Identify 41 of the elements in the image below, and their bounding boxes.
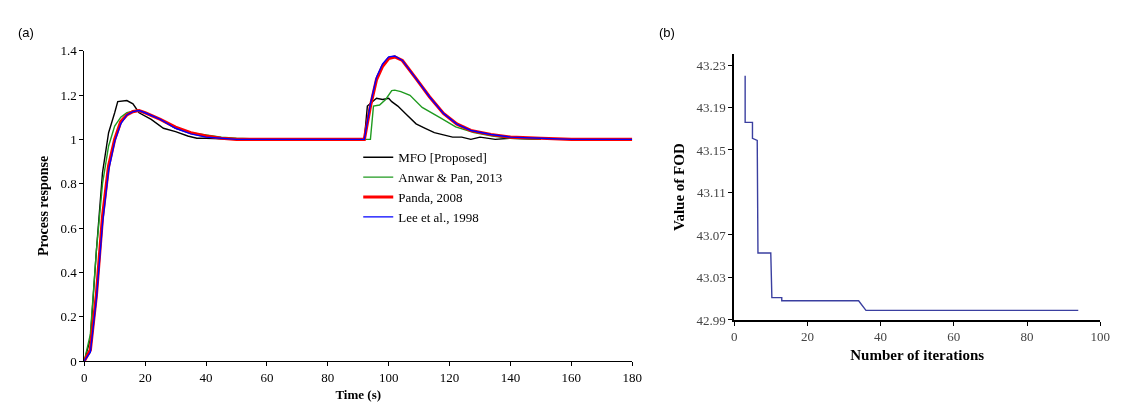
- x-axis-title: Time (s): [335, 387, 382, 403]
- x-tick-label: 40: [874, 329, 888, 345]
- x-tick-label: 100: [378, 369, 399, 385]
- x-tick-label: 180: [622, 369, 642, 385]
- x-tick-label: 80: [1020, 329, 1034, 345]
- y-axis-title: Process response: [35, 155, 51, 256]
- y-tick-label: 1: [70, 131, 77, 147]
- chart-title: (a): [18, 25, 34, 40]
- x-tick-label: 160: [561, 369, 582, 385]
- chart-title: (b): [659, 25, 675, 40]
- legend-label: MFO [Proposed]: [398, 150, 487, 166]
- y-tick-label: 0: [70, 353, 77, 369]
- y-tick-label: 42.99: [696, 312, 726, 328]
- x-tick-label: 20: [138, 369, 152, 385]
- x-tick-label: 80: [321, 369, 335, 385]
- y-tick-label: 43.07: [696, 227, 727, 243]
- legend-label: Anwar & Pan, 2013: [398, 170, 503, 186]
- x-tick-label: 0: [80, 369, 88, 385]
- x-tick-label: 40: [199, 369, 213, 385]
- x-tick-label: 60: [260, 369, 274, 385]
- y-tick-label: 1.4: [60, 43, 78, 59]
- y-tick-label: 0.4: [60, 264, 78, 280]
- y-tick-label: 43.11: [697, 185, 726, 201]
- x-tick-label: 0: [730, 329, 738, 345]
- y-tick-label: 0.6: [60, 220, 78, 236]
- y-axis-title: Value of FOD: [671, 143, 688, 232]
- x-tick-label: 120: [439, 369, 460, 385]
- y-tick-label: 0.8: [60, 176, 77, 192]
- y-tick-label: 43.03: [696, 270, 726, 285]
- y-tick-label: 43.23: [696, 57, 726, 73]
- x-tick-label: 140: [500, 369, 521, 385]
- y-tick-label: 0.2: [60, 309, 77, 325]
- legend-label: Panda, 2008: [398, 190, 463, 206]
- y-tick-label: 43.15: [696, 142, 726, 158]
- y-tick-label: 1.2: [60, 87, 77, 103]
- x-axis-title: Number of iterations: [850, 346, 985, 363]
- x-tick-label: 100: [1090, 329, 1110, 345]
- y-tick-label: 43.19: [696, 100, 726, 116]
- x-tick-label: 20: [800, 329, 814, 345]
- x-tick-label: 60: [947, 329, 961, 345]
- legend-label: Lee et al., 1998: [398, 209, 479, 225]
